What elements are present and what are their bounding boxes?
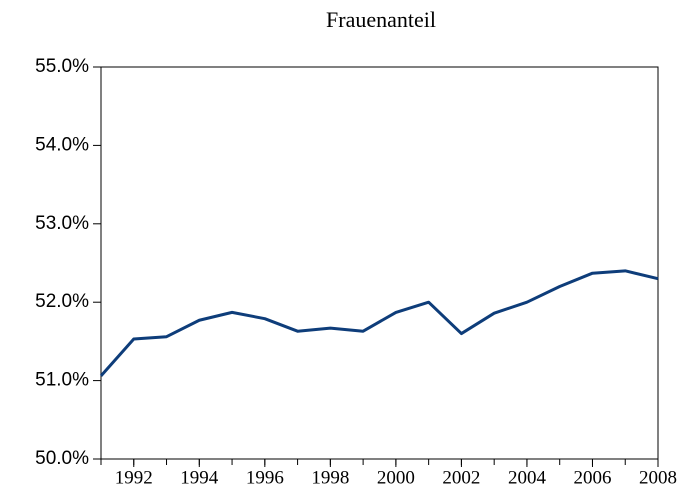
y-tick-label: 54.0% bbox=[35, 134, 89, 155]
x-tick-label: 1996 bbox=[246, 467, 284, 488]
data-line bbox=[99, 269, 659, 377]
x-tick-label: 2008 bbox=[639, 467, 677, 488]
x-tick-label: 2006 bbox=[573, 467, 611, 488]
y-tick-label: 55.0% bbox=[35, 56, 89, 77]
x-tick-label: 2004 bbox=[508, 467, 547, 488]
y-tick-label: 53.0% bbox=[35, 213, 89, 234]
x-tick-label: 1992 bbox=[115, 467, 153, 488]
y-tick-label: 50.0% bbox=[35, 448, 89, 469]
x-tick-label: 2000 bbox=[377, 467, 415, 488]
y-tick-label: 52.0% bbox=[35, 291, 89, 312]
plot-frame bbox=[100, 66, 659, 460]
x-tick-label: 2002 bbox=[442, 467, 480, 488]
chart-title: Frauenanteil bbox=[326, 7, 436, 32]
y-tick-label: 51.0% bbox=[35, 370, 89, 391]
x-tick-label: 1994 bbox=[180, 467, 219, 488]
x-tick-label: 1998 bbox=[311, 467, 349, 488]
